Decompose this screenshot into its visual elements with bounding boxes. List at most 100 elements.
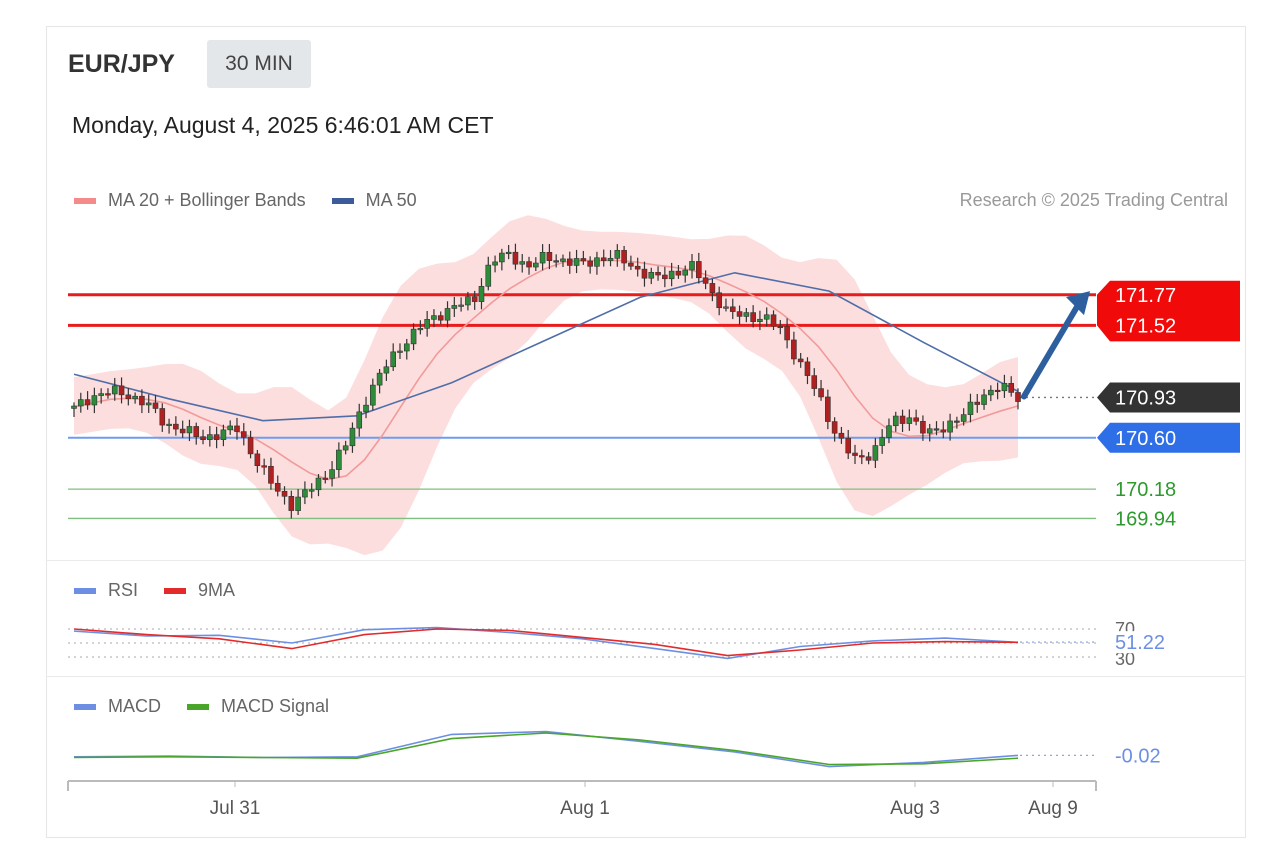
- candlestick: [899, 409, 906, 433]
- candle-body: [967, 401, 974, 415]
- legend-label: MA 20 + Bollinger Bands: [108, 190, 306, 210]
- candlestick: [852, 444, 858, 465]
- candle-body: [566, 258, 573, 266]
- candlestick: [546, 243, 553, 270]
- candle-body: [729, 306, 736, 312]
- candlestick: [736, 305, 743, 325]
- candle-body: [926, 428, 933, 434]
- candlestick: [709, 278, 716, 302]
- candle-body: [200, 436, 206, 441]
- candlestick: [655, 266, 661, 281]
- candle-body: [696, 261, 702, 279]
- candlestick: [838, 426, 845, 444]
- candlestick: [465, 291, 471, 311]
- candle-body: [906, 417, 913, 424]
- candle-body: [648, 272, 655, 279]
- candlestick: [220, 424, 227, 447]
- candle-body: [974, 401, 981, 405]
- candle-body: [274, 482, 281, 492]
- candlestick: [145, 394, 152, 413]
- candlestick: [125, 388, 132, 406]
- candlestick: [77, 392, 84, 413]
- candle-body: [159, 408, 166, 426]
- legend-macd-signal: MACD Signal: [187, 696, 329, 717]
- candle-body: [797, 358, 804, 363]
- candle-body: [145, 402, 152, 406]
- candlestick: [811, 368, 818, 396]
- candlestick: [370, 378, 376, 411]
- x-axis-tick-label: Aug 3: [890, 798, 940, 819]
- candle-body: [118, 385, 125, 396]
- candle-body: [186, 426, 193, 434]
- candlestick: [994, 382, 1001, 400]
- candle-body: [553, 260, 559, 263]
- candle-body: [838, 432, 845, 439]
- candle-body: [512, 251, 519, 265]
- candle-body: [743, 312, 750, 317]
- candlestick: [437, 311, 444, 325]
- candlestick: [363, 396, 369, 419]
- candle-body: [91, 395, 98, 406]
- candlestick: [492, 255, 498, 273]
- candle-body: [546, 252, 553, 261]
- candle-body: [302, 489, 308, 498]
- candle-body: [478, 286, 485, 302]
- candle-body: [580, 258, 587, 262]
- candlestick: [831, 417, 838, 442]
- candle-body: [424, 319, 430, 329]
- candle-body: [329, 469, 335, 479]
- candle-body: [431, 315, 437, 320]
- candlestick: [268, 457, 274, 490]
- x-axis-tick-label: Jul 31: [210, 798, 261, 819]
- candlestick: [91, 387, 98, 414]
- candle-body: [383, 366, 390, 374]
- candlestick: [512, 243, 519, 270]
- candle-body: [519, 261, 526, 265]
- candle-body: [370, 384, 376, 406]
- candlestick: [621, 245, 627, 271]
- candle-body: [736, 311, 743, 317]
- candlestick: [933, 421, 940, 436]
- candlestick: [1001, 374, 1008, 398]
- candlestick: [261, 458, 267, 475]
- candlestick: [594, 251, 600, 275]
- candle-body: [539, 252, 546, 264]
- candle-body: [356, 411, 363, 429]
- candle-body: [947, 420, 953, 433]
- candlestick: [376, 369, 383, 394]
- candlestick: [342, 440, 349, 455]
- candlestick: [668, 262, 675, 287]
- candle-body: [825, 396, 831, 422]
- candle-body: [791, 339, 797, 360]
- candlestick: [689, 254, 695, 279]
- candlestick: [471, 290, 478, 310]
- candlestick: [743, 308, 750, 323]
- candlestick: [186, 419, 193, 442]
- candle-body: [763, 314, 770, 320]
- candlestick: [526, 256, 532, 275]
- candlestick: [641, 261, 648, 287]
- legend-swatch: [331, 197, 354, 204]
- symbol-title: EUR/JPY: [68, 50, 175, 78]
- x-axis-tick-label: Aug 9: [1028, 798, 1078, 819]
- candle-body: [105, 393, 111, 396]
- candlestick: [566, 251, 573, 274]
- candle-body: [892, 415, 899, 427]
- candlestick: [159, 403, 166, 432]
- candle-body: [865, 456, 872, 461]
- candlestick: [424, 310, 430, 337]
- candlestick: [227, 420, 234, 435]
- candle-body: [308, 489, 315, 492]
- interval-button[interactable]: 30 MIN: [207, 40, 311, 88]
- level-label-pivot: 170.60: [1115, 428, 1176, 450]
- candlestick: [920, 415, 926, 441]
- x-axis-tick-label: Aug 1: [560, 798, 610, 819]
- candlestick: [451, 296, 458, 317]
- candle-body: [988, 389, 994, 396]
- candle-body: [682, 269, 689, 276]
- candle-body: [295, 496, 301, 511]
- candle-body: [920, 420, 926, 434]
- candlestick: [804, 357, 811, 385]
- candlestick: [600, 249, 607, 267]
- candle-body: [981, 394, 987, 405]
